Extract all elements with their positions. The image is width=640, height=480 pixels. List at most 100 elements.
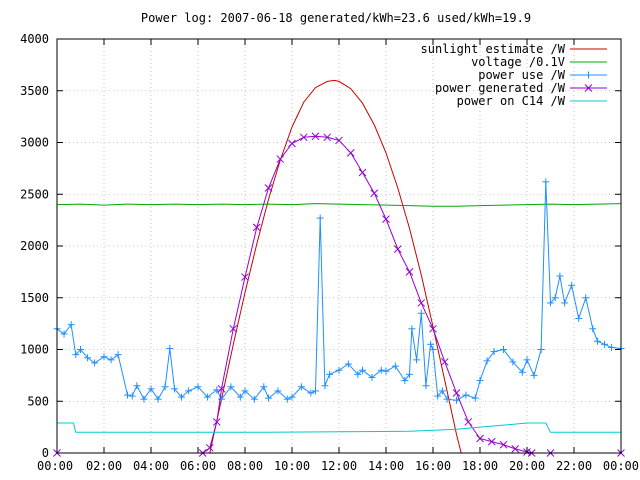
data-point (500, 346, 507, 353)
legend-item: sunlight estimate /W (421, 42, 607, 56)
data-point (67, 321, 75, 329)
data-point (429, 324, 437, 333)
data-point (551, 294, 559, 302)
data-point (205, 443, 214, 452)
data-point (434, 392, 442, 400)
data-point (299, 133, 308, 142)
data-point (594, 337, 601, 345)
data-point (147, 385, 155, 393)
data-point (511, 445, 520, 453)
x-tick-label: 08:00 (227, 459, 263, 473)
y-tick-label: 1000 (20, 343, 49, 357)
data-point (575, 314, 583, 322)
data-point (547, 299, 554, 307)
data-point (274, 387, 282, 395)
x-tick-label: 02:00 (86, 459, 122, 473)
data-point (212, 418, 221, 426)
data-point (523, 356, 531, 364)
data-point (429, 346, 437, 353)
series-2 (56, 203, 622, 207)
legend-label: voltage /0.1V (471, 55, 565, 69)
x-tick-label: 22:00 (556, 459, 592, 473)
data-point (166, 344, 174, 352)
series-line (209, 79, 462, 454)
data-point (408, 325, 416, 333)
data-point (405, 268, 414, 276)
y-tick-label: 500 (27, 394, 49, 408)
data-point (276, 155, 285, 163)
data-point (100, 353, 108, 361)
x-tick-label: 16:00 (415, 459, 451, 473)
data-point (377, 366, 385, 374)
data-point (185, 387, 193, 395)
marker-stroke (393, 245, 402, 253)
data-point (297, 383, 305, 391)
data-point (401, 377, 409, 385)
data-point (335, 366, 343, 374)
series-layer (53, 79, 625, 457)
data-point (72, 351, 80, 359)
x-tick-label: 10:00 (274, 459, 310, 473)
marker-stroke (346, 148, 355, 157)
y-tick-label: 3000 (20, 136, 49, 150)
legend-item: power use /W (478, 68, 607, 82)
data-point (453, 396, 460, 404)
x-tick-label: 00:00 (603, 459, 639, 473)
x-tick-label: 06:00 (180, 459, 216, 473)
data-point (490, 348, 498, 356)
data-point (140, 395, 148, 403)
data-point (483, 357, 491, 365)
data-point (84, 354, 92, 362)
marker-stroke (476, 434, 484, 443)
data-point (487, 437, 496, 446)
marker-stroke (299, 133, 308, 142)
legend-label: sunlight estimate /W (421, 42, 566, 56)
grid (57, 39, 621, 453)
data-point (393, 245, 402, 253)
data-point (354, 370, 362, 378)
data-point (382, 367, 390, 375)
y-tick-label: 4000 (20, 32, 49, 46)
data-point (406, 370, 413, 378)
data-point (476, 377, 484, 385)
marker-stroke (217, 384, 226, 393)
x-tick-label: 12:00 (321, 459, 357, 473)
data-point (260, 383, 268, 391)
x-tick-label: 04:00 (133, 459, 169, 473)
series-3 (53, 178, 625, 404)
data-point (312, 387, 319, 395)
data-point (359, 366, 366, 374)
data-point (413, 356, 421, 364)
data-point (60, 330, 68, 338)
data-point (509, 358, 517, 366)
x-tick-label: 00:00 (37, 459, 73, 473)
data-point (582, 294, 590, 302)
data-point (589, 325, 597, 333)
marker-stroke (370, 189, 379, 198)
data-point (124, 391, 131, 399)
data-point (471, 394, 479, 402)
marker-stroke (511, 445, 520, 453)
data-point (178, 393, 186, 401)
series-line (56, 181, 622, 401)
data-point (476, 434, 484, 443)
data-point (264, 184, 273, 192)
marker-stroke (252, 223, 261, 232)
data-point (344, 360, 352, 368)
y-tick-label: 2000 (20, 239, 49, 253)
series-line (56, 203, 622, 207)
marker-stroke (288, 139, 296, 148)
data-point (518, 368, 526, 376)
legend-item: power on C14 /W (457, 94, 607, 108)
data-point (556, 272, 564, 280)
axes: 0 500 1000 1500 2000 2500 3000 3500 4000 00:00 02:… (20, 32, 639, 473)
data-point (91, 359, 99, 367)
marker-stroke (452, 389, 461, 397)
x-tick-label: 18:00 (462, 459, 498, 473)
data-point (133, 382, 141, 390)
data-point (368, 373, 376, 381)
data-point (213, 386, 221, 394)
data-point (462, 391, 470, 399)
marker-stroke (241, 273, 249, 281)
